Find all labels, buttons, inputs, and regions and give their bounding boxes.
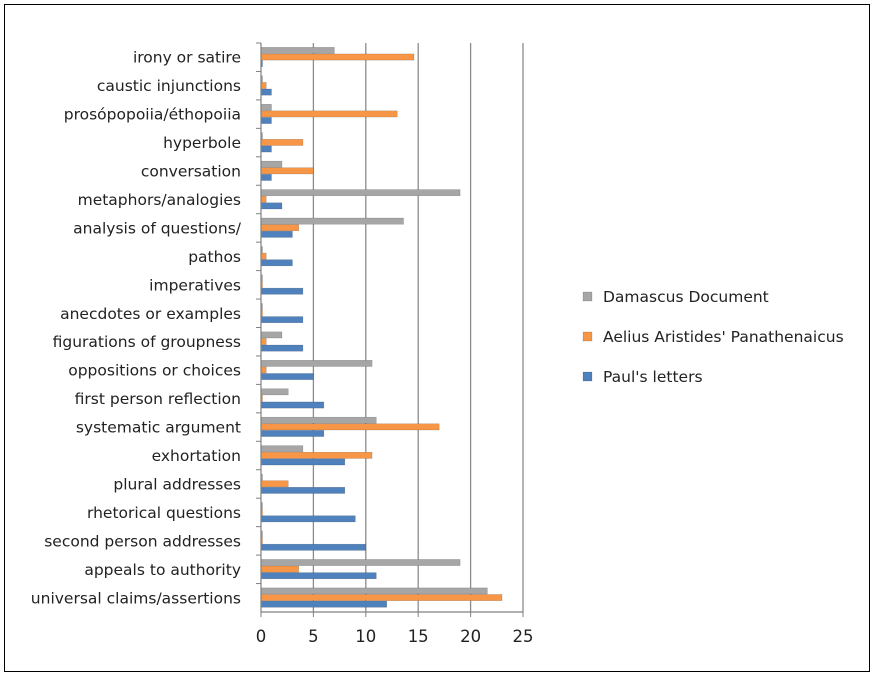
- bar-2-8: [260, 287, 304, 295]
- bar-1-4: [260, 167, 314, 175]
- bar-0-13: [260, 416, 377, 424]
- x-tick-label: 0: [256, 627, 267, 646]
- bar-1-13: [260, 423, 440, 431]
- bar-2-6: [260, 230, 293, 238]
- bar-2-7: [260, 259, 293, 267]
- legend-label: Damascus Document: [603, 288, 769, 306]
- bars: [260, 47, 503, 608]
- category-label: caustic injunctions: [97, 77, 241, 95]
- bar-2-16: [260, 515, 356, 523]
- bar-1-10: [260, 338, 267, 345]
- gridlines: [312, 43, 524, 612]
- bar-2-3: [260, 145, 272, 153]
- bar-0-5: [260, 189, 461, 197]
- legend-swatch: [582, 331, 593, 342]
- bar-0-6: [260, 217, 404, 225]
- bar-0-2: [260, 103, 272, 111]
- x-tick-label: 15: [408, 627, 429, 646]
- category-label: first person reflection: [75, 390, 241, 408]
- bar-1-14: [260, 451, 373, 459]
- category-label: metaphors/analogies: [78, 191, 241, 209]
- chart-frame: irony or satire caustic injunctions prosóp…: [4, 4, 870, 672]
- category-label: appeals to authority: [84, 561, 241, 579]
- bar-0-10: [260, 331, 283, 339]
- bar-2-15: [260, 487, 346, 494]
- bar-1-0: [260, 53, 415, 61]
- category-label: plural addresses: [113, 475, 241, 493]
- bar-1-2: [260, 110, 398, 118]
- bar-1-18: [260, 565, 299, 573]
- x-tick-label: 20: [460, 627, 481, 646]
- x-tick-label: 25: [513, 627, 534, 646]
- bar-2-4: [260, 174, 272, 181]
- category-labels: irony or satire caustic injunctions prosóp…: [31, 49, 242, 608]
- bar-2-12: [260, 401, 325, 409]
- bar-2-13: [260, 430, 325, 437]
- category-label: hyperbole: [163, 134, 241, 152]
- bar-2-19: [260, 600, 388, 608]
- axes: [256, 42, 524, 617]
- bar-2-10: [260, 344, 304, 352]
- legend-swatch: [582, 291, 593, 302]
- bar-0-0: [260, 47, 335, 54]
- category-label: prosópopoiia/éthopoiia: [64, 106, 241, 124]
- category-label: figurations of groupness: [53, 333, 241, 351]
- category-label: systematic argument: [76, 419, 241, 437]
- category-label: analysis of questions/: [73, 219, 242, 237]
- bar-2-9: [260, 316, 304, 324]
- category-label: irony or satire: [133, 49, 241, 67]
- bar-1-19: [260, 594, 503, 601]
- bar-1-11: [260, 366, 267, 374]
- category-label: oppositions or choices: [68, 362, 241, 380]
- category-label: conversation: [141, 163, 241, 181]
- bar-0-12: [260, 388, 289, 396]
- category-label: anecdotes or examples: [60, 305, 241, 323]
- category-label: imperatives: [149, 276, 241, 294]
- legend-label: Aelius Aristides' Panathenaicus: [603, 328, 844, 346]
- bar-2-1: [260, 88, 272, 96]
- bar-1-5: [260, 195, 267, 203]
- legend-label: Paul's letters: [603, 368, 703, 386]
- x-tick-label: 10: [355, 627, 376, 646]
- bar-chart: irony or satire caustic injunctions prosóp…: [31, 42, 844, 646]
- bar-1-3: [260, 139, 304, 146]
- bar-2-18: [260, 572, 377, 580]
- bar-2-17: [260, 543, 367, 551]
- legend-swatch: [582, 371, 593, 382]
- bar-0-14: [260, 445, 304, 453]
- category-label: universal claims/assertions: [31, 589, 241, 607]
- category-label: second person addresses: [44, 532, 241, 550]
- legend: Damascus Document Aelius Aristides' Panat…: [582, 288, 844, 386]
- bar-1-6: [260, 224, 299, 232]
- bar-2-2: [260, 117, 272, 124]
- bar-0-11: [260, 360, 373, 367]
- bar-0-18: [260, 559, 461, 566]
- category-label: pathos: [188, 248, 241, 266]
- x-tick-label: 5: [308, 627, 319, 646]
- x-tick-labels: 0 5 10 15 20 25: [256, 627, 534, 646]
- bar-1-15: [260, 480, 289, 488]
- bar-1-1: [260, 82, 267, 89]
- bar-2-14: [260, 458, 346, 466]
- bar-2-5: [260, 202, 283, 210]
- category-label: exhortation: [152, 447, 241, 465]
- bar-0-19: [260, 587, 488, 595]
- bar-0-4: [260, 160, 283, 168]
- category-label: rhetorical questions: [87, 504, 241, 522]
- bar-1-7: [260, 252, 267, 260]
- bar-2-11: [260, 373, 314, 380]
